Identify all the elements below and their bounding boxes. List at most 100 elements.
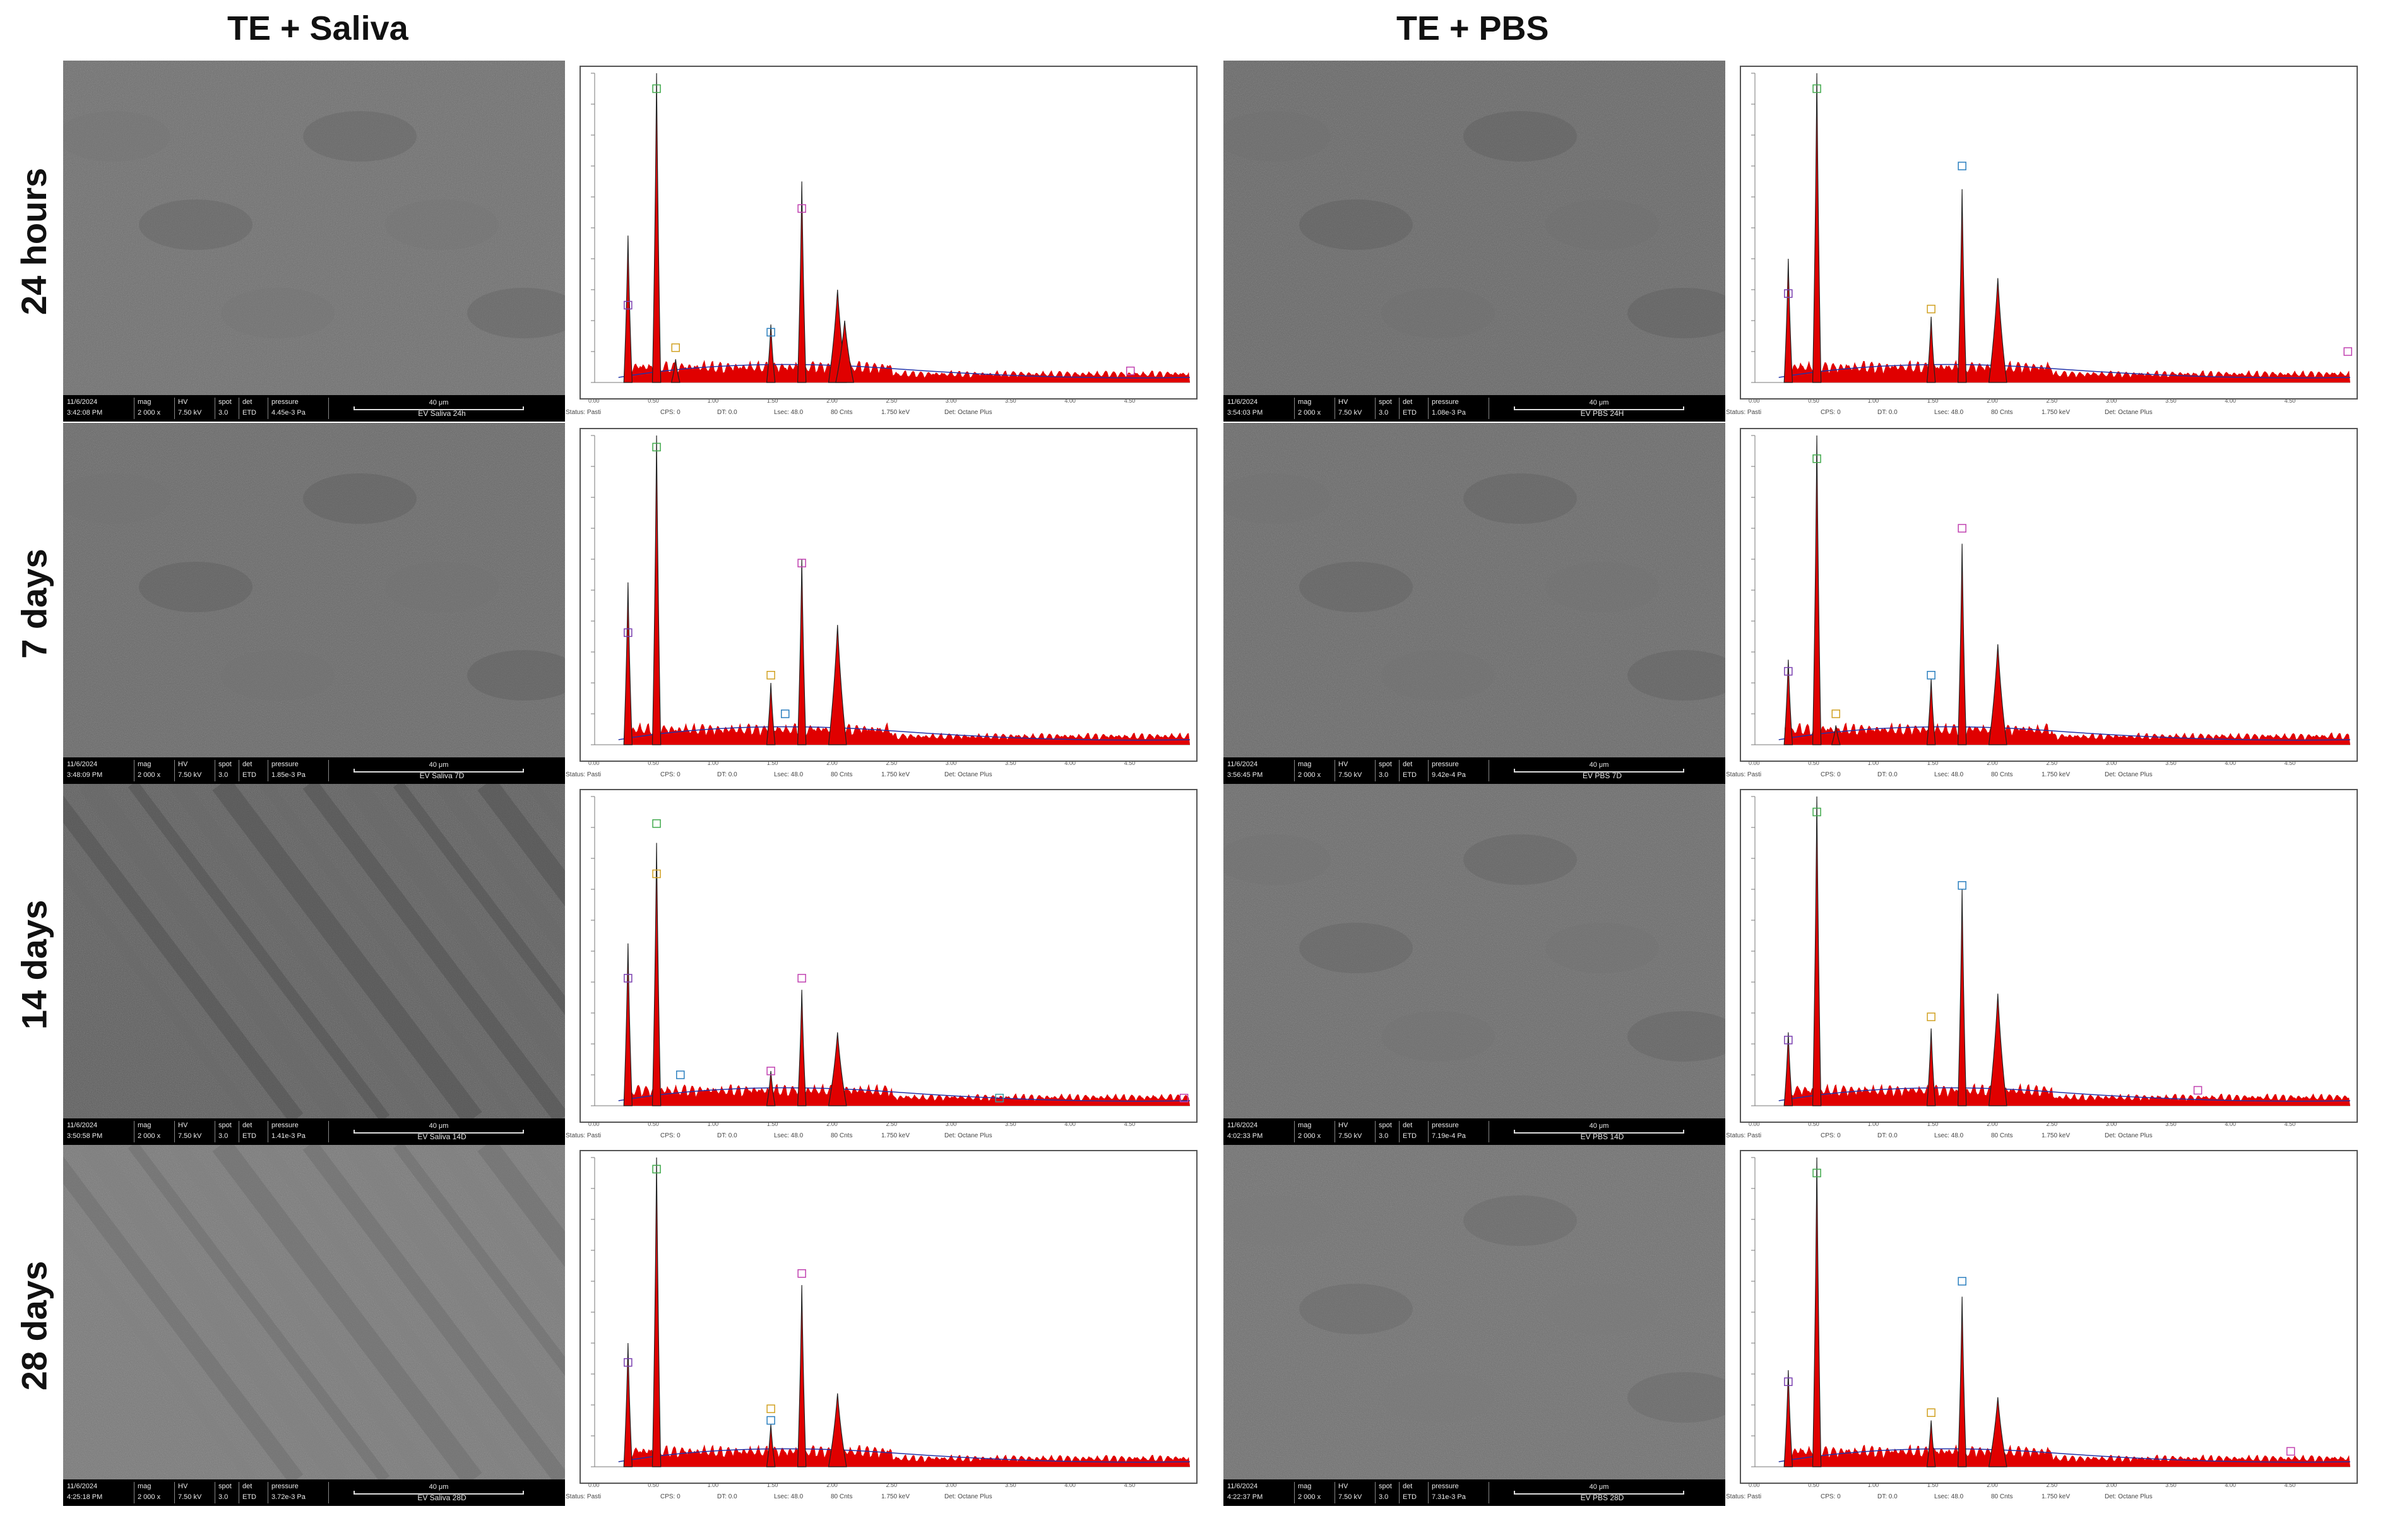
databar-divider (328, 398, 329, 419)
element-marker (766, 328, 775, 337)
databar-label: mag (138, 761, 152, 768)
x-tick-label: 3.50 (2165, 1121, 2177, 1127)
databar-label: HV (178, 1122, 188, 1129)
eds-footer-field: CPS: 0 (660, 1132, 681, 1139)
scale-line (1514, 1130, 1684, 1134)
sem-grain (63, 1145, 565, 1479)
eds-footer: Status: Pasti CPS: 0 DT: 0.0 Lsec: 48.0 80 C… (1726, 406, 2363, 420)
bremsstrahlung-fit (618, 1448, 1191, 1463)
image-name: EV PBS 24H (1580, 409, 1624, 418)
databar-field: det ETD (242, 1120, 256, 1142)
sem-surface-patch (1545, 562, 1659, 612)
eds-spectrum: 0.00 0.50 1.00 1.50 2.00 2.50 3.00 3.50 4.00 4.50… (1726, 784, 2363, 1145)
eds-footer-field: 1.750 keV (881, 409, 910, 416)
databar-field: spot 3.0 (1379, 1481, 1392, 1503)
sem-surface-patch (63, 473, 170, 524)
sem-micrograph: 11/6/2024 3:54:03 PM mag 2 000 x HV 7.50 kV sp… (1223, 61, 1725, 422)
databar-value: 2 000 x (1298, 1132, 1321, 1140)
scale-line (1514, 406, 1684, 410)
databar-label: HV (178, 398, 188, 406)
bremsstrahlung-fit (618, 726, 1191, 741)
databar-label: det (1403, 1122, 1413, 1129)
spectrum-peak (828, 1032, 847, 1106)
x-tick-label: 1.00 (1867, 1482, 1879, 1488)
eds-footer-field: Status: Pasti (566, 771, 602, 778)
x-tick-label: 1.50 (766, 760, 778, 766)
scale-line (354, 1491, 524, 1495)
x-tick-label: 4.50 (1124, 1482, 1136, 1488)
databar-field: spot 3.0 (218, 759, 232, 781)
sem-databar: 11/6/2024 4:22:37 PM mag 2 000 x HV 7.50 kV sp… (1223, 1479, 1725, 1506)
eds-footer-field: 80 Cnts (831, 1132, 853, 1139)
databar-field: HV 7.50 kV (178, 1120, 201, 1142)
eds-chart-svg (591, 796, 1191, 1106)
eds-footer-field: 80 Cnts (1991, 1132, 2013, 1139)
sem-striation (393, 1145, 565, 1377)
databar-field: mag 2 000 x (138, 1481, 160, 1503)
element-marker (671, 343, 680, 352)
x-tick-label: 2.00 (826, 398, 838, 404)
sem-grain (1223, 784, 1725, 1118)
spectrum-peak (1988, 644, 2007, 745)
eds-footer-field: Status: Pasti (1726, 1493, 1762, 1500)
eds-footer: Status: Pasti CPS: 0 DT: 0.0 Lsec: 48.0 80 C… (566, 406, 1203, 420)
scale-label: 40 μm (429, 761, 449, 769)
spectrum-peak (766, 1070, 776, 1106)
image-name: EV PBS 14D (1580, 1132, 1624, 1141)
databar-field: HV 7.50 kV (1338, 1120, 1362, 1142)
x-tick-label: 3.50 (2165, 760, 2177, 766)
databar-divider (1428, 760, 1429, 781)
x-tick-label: 3.00 (2105, 1482, 2117, 1488)
spectrum-peak (1926, 1420, 1936, 1467)
eds-footer-field: Lsec: 48.0 (1934, 1132, 1964, 1139)
x-tick-label: 3.00 (945, 760, 957, 766)
element-marker (1784, 1036, 1793, 1045)
sem-grain (1223, 61, 1725, 395)
databar-label: HV (178, 761, 188, 768)
eds-plot-frame (1740, 428, 2358, 762)
element-marker (766, 1067, 775, 1075)
databar-field: spot 3.0 (1379, 397, 1392, 418)
databar-divider (1428, 1482, 1429, 1503)
databar-field: mag 2 000 x (138, 759, 160, 781)
databar-date: 11/6/2024 (67, 1483, 98, 1490)
x-tick-label: 2.00 (1987, 760, 1998, 766)
databar-divider (1399, 760, 1400, 781)
eds-footer-field: Lsec: 48.0 (774, 409, 804, 416)
eds-footer-field: CPS: 0 (1821, 1132, 1841, 1139)
scale-bar: 40 μm (354, 761, 524, 773)
eds-footer-field: Status: Pasti (566, 1493, 602, 1500)
sem-micrograph: 11/6/2024 3:48:09 PM mag 2 000 x HV 7.50 kV sp… (63, 423, 565, 784)
spectrum-peak (1988, 278, 2007, 383)
x-tick-label: 2.00 (826, 760, 838, 766)
databar-field: HV 7.50 kV (178, 1481, 201, 1503)
eds-spectrum: 0.00 0.50 1.00 1.50 2.00 2.50 3.00 3.50 4.00 4.50… (566, 61, 1203, 422)
eds-spectrum: 0.00 0.50 1.00 1.50 2.00 2.50 3.00 3.50 4.00 4.50… (566, 1145, 1203, 1506)
x-tick-label: 4.00 (2225, 1121, 2236, 1127)
element-marker (1958, 524, 1966, 533)
scale-label: 40 μm (1589, 399, 1609, 406)
eds-footer-field: Status: Pasti (1726, 771, 1762, 778)
databar-divider (1294, 1482, 1295, 1503)
x-tick-label: 3.00 (2105, 398, 2117, 404)
eds-footer-field: Det: Octane Plus (944, 1493, 992, 1500)
element-marker (1927, 671, 1935, 680)
x-tick-label: 2.50 (2046, 1482, 2058, 1488)
sem-micrograph: 11/6/2024 4:25:18 PM mag 2 000 x HV 7.50 kV sp… (63, 1145, 565, 1506)
scale-bar: 40 μm (1514, 1122, 1684, 1134)
eds-footer-field: Status: Pasti (1726, 1132, 1762, 1139)
databar-value: 2 000 x (138, 1493, 161, 1501)
databar-field: 11/6/2024 3:42:08 PM (67, 397, 102, 418)
sem-surface-patch (63, 111, 170, 162)
element-marker (1812, 84, 1821, 93)
sem-surface-patch (1463, 473, 1577, 524)
eds-footer: Status: Pasti CPS: 0 DT: 0.0 Lsec: 48.0 80 C… (1726, 1130, 2363, 1144)
spectrum-background (1785, 1444, 2350, 1467)
x-tick-label: 2.50 (886, 760, 898, 766)
eds-footer-field: Status: Pasti (566, 1132, 602, 1139)
databar-divider (1399, 1121, 1400, 1142)
spectrum-peak (797, 181, 807, 383)
databar-value: 3:50:58 PM (67, 1132, 103, 1140)
databar-value: 1.41e-3 Pa (271, 1132, 306, 1140)
databar-value: 7.50 kV (178, 1493, 202, 1501)
